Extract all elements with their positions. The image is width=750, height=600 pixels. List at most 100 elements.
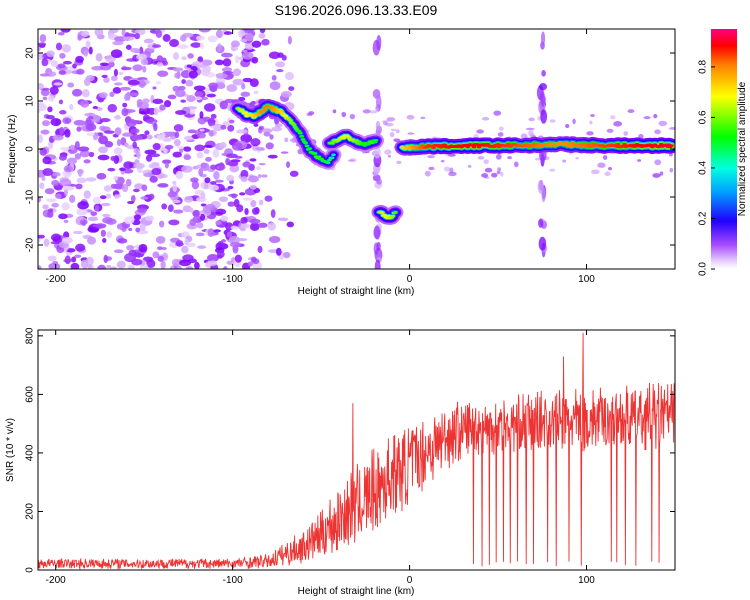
noise-blob <box>107 103 118 113</box>
noise-blob <box>181 245 189 254</box>
noise-blob <box>196 151 204 159</box>
noise-blob <box>239 192 246 196</box>
noise-blob <box>109 29 119 34</box>
noise-blob <box>128 227 133 232</box>
noise-blob <box>130 128 140 134</box>
noise-blob <box>224 31 233 35</box>
noise-blob <box>259 29 266 34</box>
noise-blob <box>257 222 268 228</box>
noise-blob <box>81 220 86 226</box>
noise-blob <box>549 168 556 172</box>
noise-blob <box>244 207 249 216</box>
noise-blob <box>74 140 80 150</box>
noise-blob <box>251 207 259 215</box>
noise-blob <box>218 162 225 170</box>
snr-ticks: -200 -100 0 100 0 200 400 600 800 <box>25 327 675 586</box>
streak-blob <box>373 225 381 240</box>
noise-blob <box>99 195 107 200</box>
noise-blob <box>96 172 107 180</box>
noise-blob <box>195 35 205 41</box>
noise-blob <box>43 238 50 247</box>
streak-blob <box>374 259 381 269</box>
noise-blob <box>46 198 57 203</box>
noise-blob <box>161 159 172 165</box>
noise-blob <box>86 132 95 137</box>
noise-blob <box>155 81 162 85</box>
noise-blob <box>261 128 273 134</box>
noise-blob <box>38 42 47 46</box>
noise-blob <box>87 226 99 233</box>
noise-blob <box>669 167 674 173</box>
noise-blob <box>187 129 197 134</box>
streak-blob <box>541 187 546 203</box>
noise-blob <box>476 129 485 134</box>
noise-blob <box>613 121 623 127</box>
noise-blob <box>186 242 196 248</box>
noise-blob <box>40 89 50 97</box>
noise-blob <box>189 207 194 213</box>
noise-blob <box>217 240 224 248</box>
noise-blob <box>69 194 76 204</box>
noise-blob <box>153 122 158 132</box>
noise-blob <box>110 156 116 161</box>
track-mark <box>269 105 274 109</box>
noise-blob <box>59 110 67 115</box>
noise-blob <box>249 158 257 162</box>
noise-blob <box>258 32 266 39</box>
noise-blob <box>155 29 163 38</box>
noise-blob <box>606 128 614 133</box>
noise-blob <box>271 126 283 132</box>
streak-blob <box>373 168 379 176</box>
noise-blob <box>223 266 228 269</box>
noise-blob <box>221 66 233 73</box>
noise-blob <box>193 85 206 91</box>
noise-blob <box>285 161 291 169</box>
noise-blob <box>257 173 262 178</box>
noise-blob <box>87 216 99 222</box>
noise-blob <box>210 113 217 120</box>
noise-blob <box>121 132 134 137</box>
colorbar: 0.0 0.2 0.4 0.6 0.8 Normalized spectral ampl… <box>698 29 748 276</box>
noise-blob <box>597 162 606 168</box>
noise-blob <box>138 80 146 88</box>
colorbar-tick-label: 0.2 <box>698 211 709 225</box>
streak-blob <box>540 93 545 107</box>
noise-blob <box>215 208 227 215</box>
noise-blob <box>528 117 535 122</box>
noise-blob <box>113 68 119 77</box>
noise-blob <box>203 144 213 148</box>
noise-blob <box>198 168 204 177</box>
noise-blob <box>152 44 161 48</box>
track-mark <box>373 138 379 142</box>
noise-blob <box>105 193 112 199</box>
noise-blob <box>76 208 88 216</box>
noise-blob <box>152 142 161 151</box>
noise-blob <box>565 123 570 129</box>
noise-blob <box>76 126 82 132</box>
noise-blob <box>387 154 392 158</box>
noise-blob <box>261 38 270 46</box>
noise-blob <box>643 116 651 120</box>
noise-blob <box>103 254 109 264</box>
noise-blob <box>122 102 128 108</box>
noise-blob <box>219 100 229 110</box>
snr-y-label: SNR (10 * v/v) <box>5 418 16 482</box>
noise-blob <box>275 247 282 256</box>
noise-blob <box>113 147 123 155</box>
noise-blob <box>396 160 402 165</box>
noise-blob <box>269 134 274 140</box>
noise-blob <box>407 132 415 135</box>
noise-blob <box>105 218 117 225</box>
noise-blob <box>78 168 83 177</box>
noise-blob <box>185 266 194 269</box>
noise-blob <box>83 190 91 199</box>
noise-blob <box>497 167 502 172</box>
noise-blob <box>172 183 177 193</box>
noise-blob <box>58 213 68 220</box>
noise-blob <box>257 245 263 254</box>
noise-blob <box>242 161 251 168</box>
noise-blob <box>130 194 136 203</box>
noise-blob <box>175 89 186 98</box>
noise-blob <box>210 125 216 129</box>
